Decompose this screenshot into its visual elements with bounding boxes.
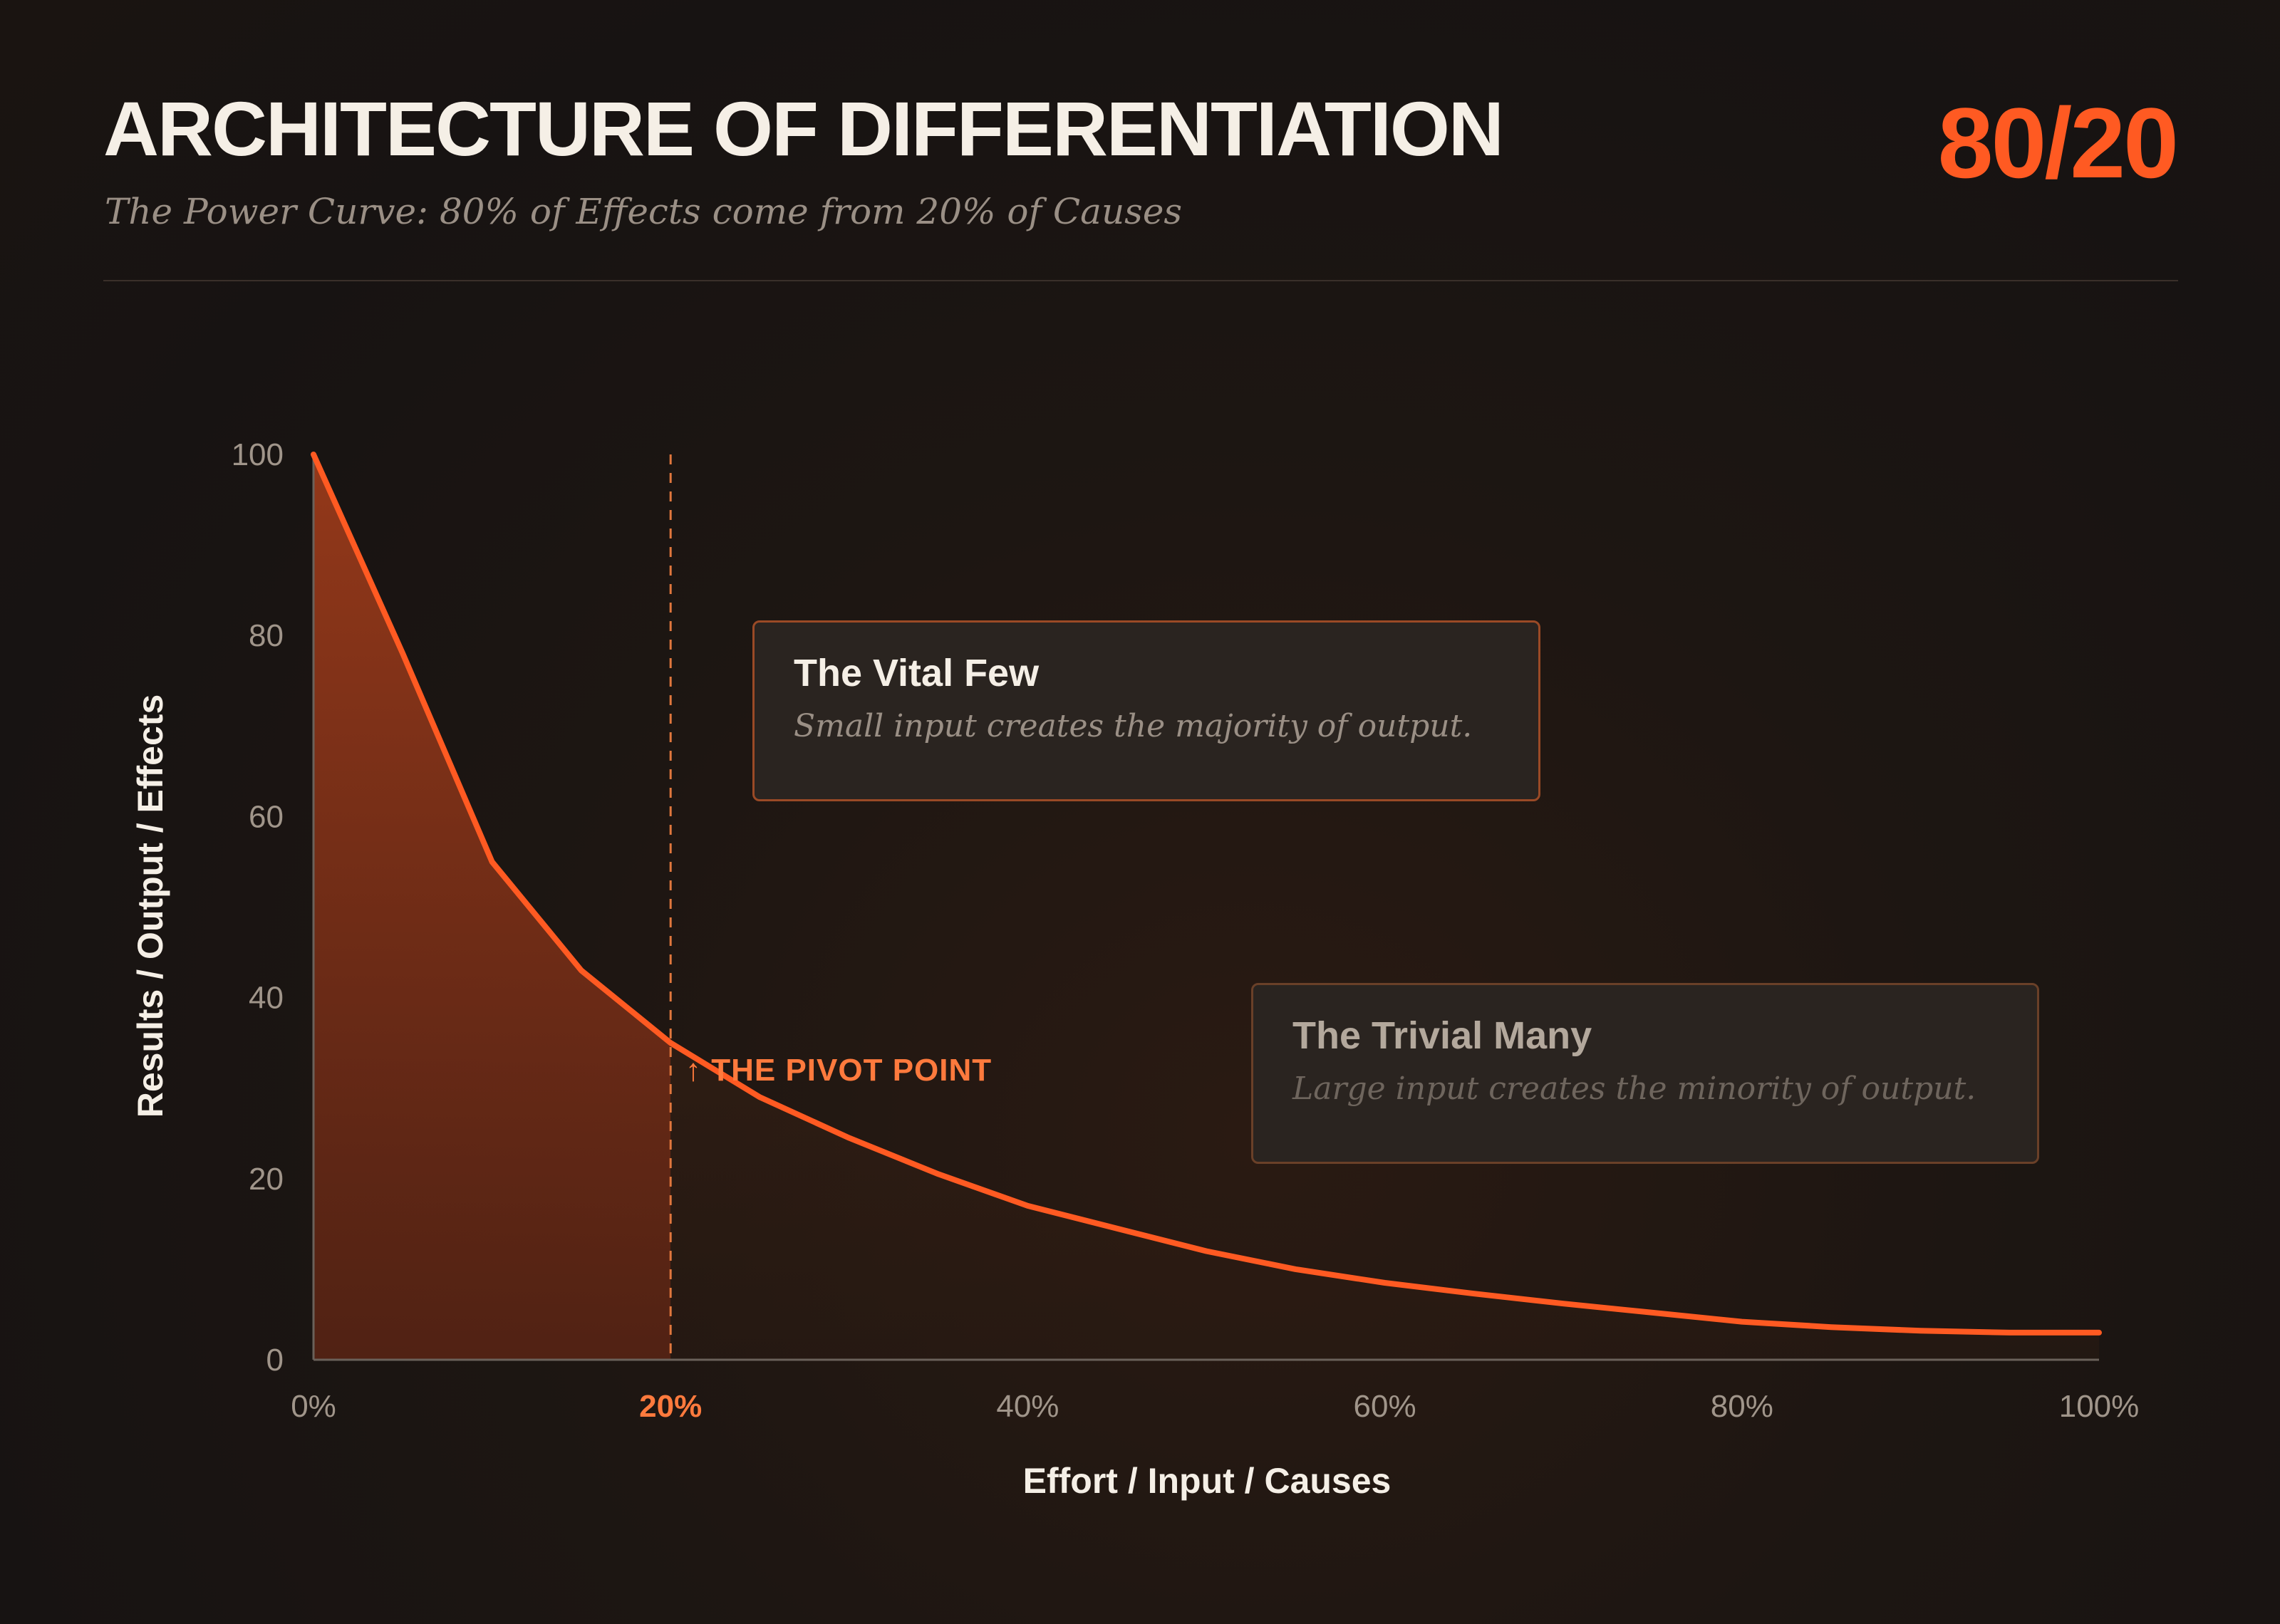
callout-trivial-many: The Trivial Many Large input creates the… xyxy=(1251,983,2039,1164)
power-curve-line xyxy=(311,452,2102,1336)
y-tick-label: 0 xyxy=(266,1343,284,1378)
y-axis-label: Results / Output / Effects xyxy=(130,694,170,1118)
y-tick-label: 80 xyxy=(249,618,284,653)
callout-vital-body: Small input creates the majority of outp… xyxy=(794,708,1473,744)
x-tick-label: 0% xyxy=(291,1389,336,1424)
callout-vital-few: The Vital Few Small input creates the ma… xyxy=(752,620,1540,801)
y-tick-label: 20 xyxy=(249,1162,284,1197)
callout-trivial-title: The Trivial Many xyxy=(1292,1014,1592,1057)
x-axis-label: Effort / Input / Causes xyxy=(1023,1461,1392,1501)
x-axis-ticks: 0% 20% 40% 60% 80% 100% xyxy=(291,1389,2139,1424)
page-subtitle: The Power Curve: 80% of Effects come fro… xyxy=(105,191,1183,232)
x-tick-label-highlight: 20% xyxy=(639,1389,702,1424)
area-fill-vital-few xyxy=(314,454,671,1360)
y-tick-label: 100 xyxy=(232,437,284,472)
callout-vital-title: The Vital Few xyxy=(794,652,1040,694)
y-tick-label: 40 xyxy=(249,981,284,1016)
x-tick-label: 40% xyxy=(996,1389,1059,1424)
y-tick-label: 60 xyxy=(249,799,284,834)
callout-trivial-body: Large input creates the minority of outp… xyxy=(1292,1071,1976,1107)
x-tick-label: 60% xyxy=(1354,1389,1416,1424)
x-tick-label: 80% xyxy=(1711,1389,1773,1424)
x-tick-label: 100% xyxy=(2059,1389,2140,1424)
y-axis-ticks: 0 20 40 60 80 100 xyxy=(232,437,284,1378)
page-title: ARCHITECTURE OF DIFFERENTIATION xyxy=(103,85,1504,172)
ratio-badge: 80/20 xyxy=(1937,87,2179,199)
header-divider xyxy=(103,280,2178,281)
area-fill-trivial-many xyxy=(670,1043,2099,1360)
pivot-point-label: ↑ THE PIVOT POINT xyxy=(685,1053,993,1088)
